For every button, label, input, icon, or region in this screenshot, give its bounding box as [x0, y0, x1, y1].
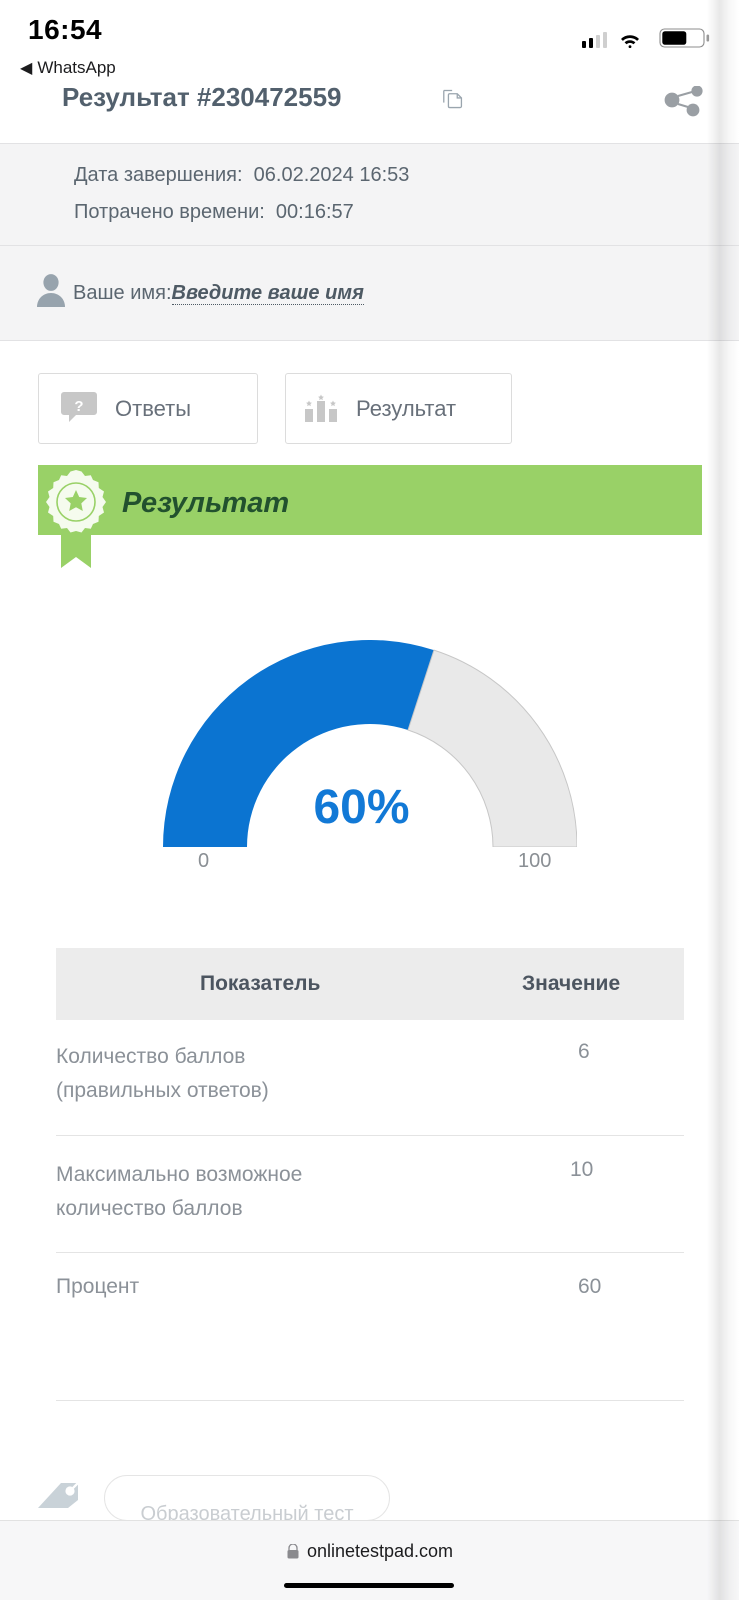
svg-text:?: ? — [74, 398, 83, 415]
